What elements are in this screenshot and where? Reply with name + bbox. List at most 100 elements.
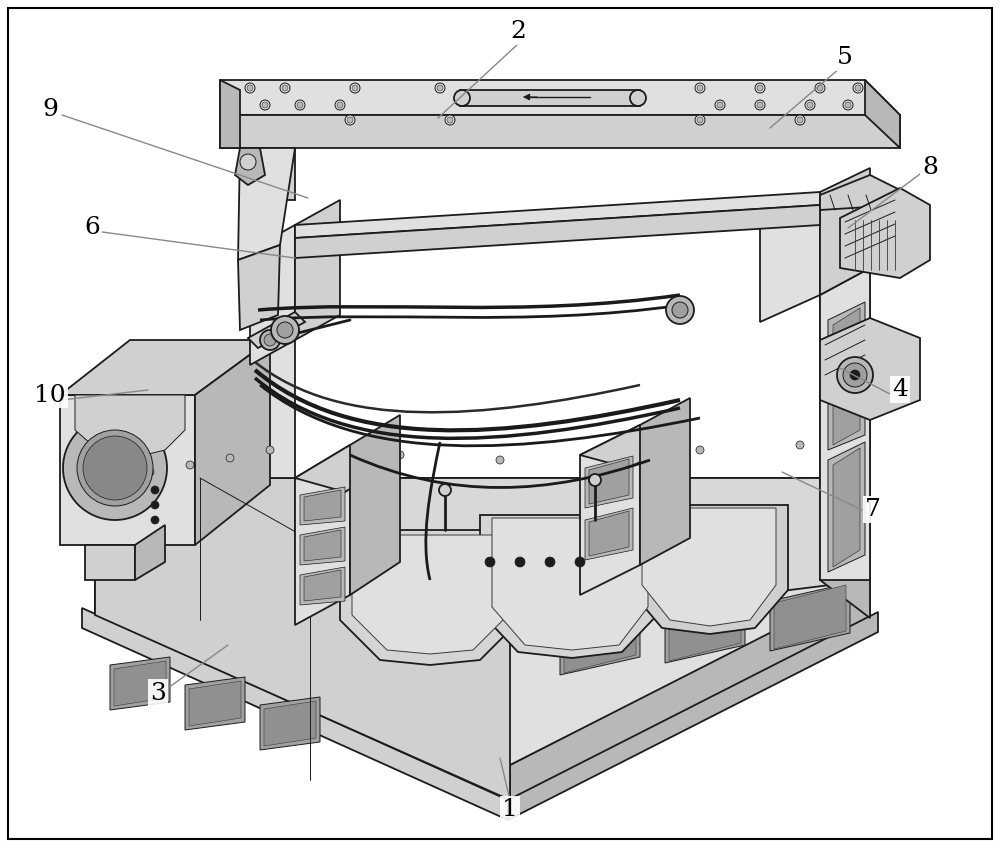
Circle shape <box>805 100 815 110</box>
Circle shape <box>717 102 723 108</box>
Polygon shape <box>300 487 345 525</box>
Circle shape <box>630 90 646 106</box>
Polygon shape <box>220 80 240 148</box>
Polygon shape <box>820 268 870 478</box>
Polygon shape <box>220 80 900 115</box>
Polygon shape <box>840 188 930 278</box>
Polygon shape <box>95 575 510 800</box>
Polygon shape <box>820 318 920 420</box>
Circle shape <box>352 85 358 91</box>
Circle shape <box>295 100 305 110</box>
Polygon shape <box>60 395 195 545</box>
Circle shape <box>447 117 453 123</box>
Polygon shape <box>295 445 350 625</box>
Polygon shape <box>220 115 900 148</box>
Polygon shape <box>304 490 341 521</box>
Circle shape <box>757 85 763 91</box>
Polygon shape <box>250 225 295 365</box>
Text: 5: 5 <box>837 47 853 69</box>
Polygon shape <box>589 459 629 504</box>
Circle shape <box>146 468 154 476</box>
Polygon shape <box>295 192 820 238</box>
Polygon shape <box>260 697 320 750</box>
Circle shape <box>797 117 803 123</box>
Circle shape <box>77 430 153 506</box>
Circle shape <box>439 484 451 496</box>
Polygon shape <box>828 442 865 572</box>
Circle shape <box>347 117 353 123</box>
Circle shape <box>247 85 253 91</box>
Polygon shape <box>480 515 660 658</box>
Circle shape <box>696 446 704 454</box>
Polygon shape <box>770 583 850 651</box>
Text: 8: 8 <box>922 157 938 180</box>
Circle shape <box>245 83 255 93</box>
Polygon shape <box>304 570 341 601</box>
Text: 6: 6 <box>84 217 100 240</box>
Polygon shape <box>820 478 870 618</box>
Polygon shape <box>460 90 640 106</box>
Polygon shape <box>560 607 640 675</box>
Circle shape <box>817 85 823 91</box>
Polygon shape <box>235 148 265 185</box>
Polygon shape <box>135 525 165 580</box>
Polygon shape <box>295 478 870 625</box>
Polygon shape <box>295 200 340 340</box>
Circle shape <box>796 441 804 449</box>
Polygon shape <box>295 205 820 258</box>
Polygon shape <box>60 340 270 395</box>
Circle shape <box>151 501 159 509</box>
Polygon shape <box>510 580 870 800</box>
Polygon shape <box>585 456 633 508</box>
Polygon shape <box>238 245 280 330</box>
Circle shape <box>757 102 763 108</box>
Text: 4: 4 <box>892 379 908 401</box>
Circle shape <box>795 115 805 125</box>
Circle shape <box>843 100 853 110</box>
Polygon shape <box>820 268 870 580</box>
Polygon shape <box>820 175 900 210</box>
Circle shape <box>151 516 159 524</box>
Polygon shape <box>669 597 741 661</box>
Circle shape <box>755 83 765 93</box>
Circle shape <box>260 330 280 350</box>
Polygon shape <box>75 395 185 458</box>
Circle shape <box>666 296 694 324</box>
Circle shape <box>695 83 705 93</box>
Polygon shape <box>492 518 648 650</box>
Circle shape <box>271 316 299 344</box>
Circle shape <box>850 370 860 380</box>
Polygon shape <box>589 511 629 556</box>
Circle shape <box>335 100 345 110</box>
Polygon shape <box>85 545 135 580</box>
Circle shape <box>855 85 861 91</box>
Polygon shape <box>248 148 295 200</box>
Circle shape <box>226 454 234 462</box>
Polygon shape <box>352 535 508 654</box>
Circle shape <box>280 83 290 93</box>
Circle shape <box>264 334 276 346</box>
Circle shape <box>240 154 256 170</box>
Polygon shape <box>304 530 341 561</box>
Polygon shape <box>195 340 270 545</box>
Circle shape <box>435 83 445 93</box>
Text: 2: 2 <box>510 20 526 43</box>
Circle shape <box>111 476 119 484</box>
Circle shape <box>282 85 288 91</box>
Polygon shape <box>580 425 640 595</box>
Circle shape <box>277 322 293 338</box>
Polygon shape <box>82 608 508 820</box>
Polygon shape <box>95 478 510 800</box>
Circle shape <box>843 363 867 387</box>
Circle shape <box>437 85 443 91</box>
Polygon shape <box>865 80 900 148</box>
Text: 1: 1 <box>502 799 518 822</box>
Circle shape <box>695 115 705 125</box>
Polygon shape <box>250 315 295 478</box>
Circle shape <box>297 102 303 108</box>
Polygon shape <box>774 585 846 649</box>
Circle shape <box>337 102 343 108</box>
Circle shape <box>837 357 873 393</box>
Circle shape <box>345 115 355 125</box>
Circle shape <box>596 451 604 459</box>
